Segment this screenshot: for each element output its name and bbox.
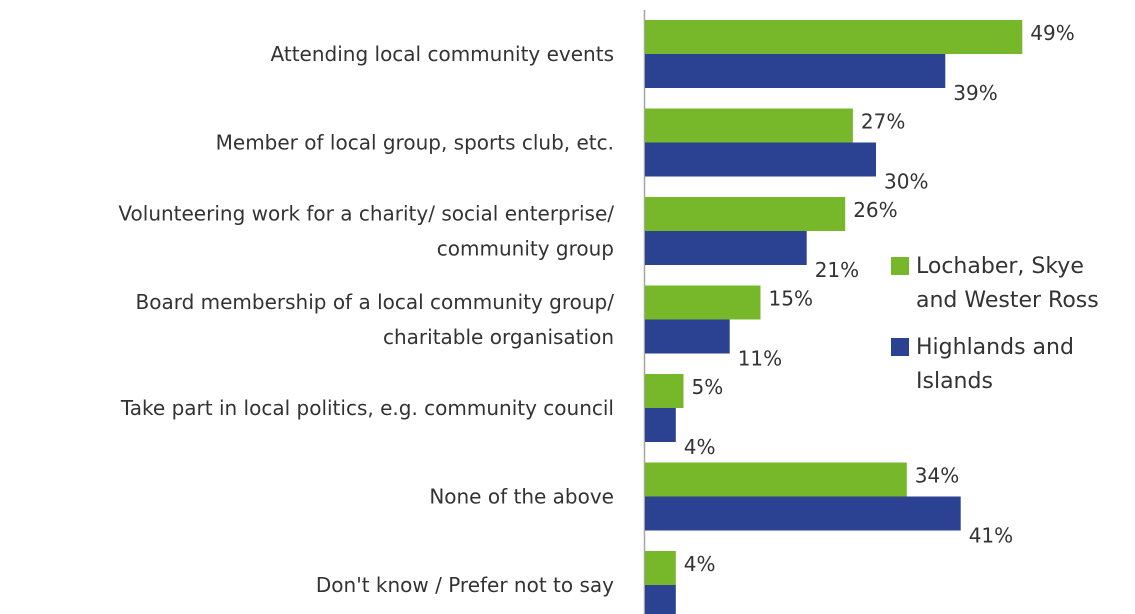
category-label: Don't know / Prefer not to say bbox=[316, 573, 614, 597]
category-labels: Attending local community events Member o… bbox=[118, 42, 614, 597]
value-label: 4% bbox=[684, 552, 716, 576]
bar-lochaber-0 bbox=[645, 20, 1022, 54]
bar-lochaber-1 bbox=[645, 109, 853, 143]
bar-lochaber-2 bbox=[645, 197, 845, 231]
legend-label: Lochaber, Skye bbox=[916, 254, 1084, 279]
value-label: 26% bbox=[853, 198, 897, 222]
bar-highlands-0 bbox=[645, 54, 945, 88]
value-label: 15% bbox=[769, 287, 813, 311]
bar-highlands-5 bbox=[645, 497, 961, 531]
bar-lochaber-6 bbox=[645, 551, 676, 585]
bar-highlands-1 bbox=[645, 143, 876, 177]
legend: Lochaber, Skye and Wester Ross Highlands a… bbox=[891, 254, 1099, 394]
value-label: 27% bbox=[861, 110, 905, 134]
category-label: Attending local community events bbox=[271, 42, 614, 66]
value-label: 39% bbox=[953, 81, 997, 105]
bar-lochaber-3 bbox=[645, 286, 761, 320]
value-label: 5% bbox=[692, 375, 724, 399]
legend-label: Islands bbox=[916, 369, 993, 394]
bar-lochaber-5 bbox=[645, 463, 907, 497]
bars bbox=[645, 20, 1022, 614]
category-label: Member of local group, sports club, etc. bbox=[216, 131, 614, 155]
value-label: 49% bbox=[1030, 21, 1074, 45]
bar-lochaber-4 bbox=[645, 374, 684, 408]
category-label: community group bbox=[437, 237, 614, 261]
bar-highlands-3 bbox=[645, 320, 730, 354]
legend-swatch-highlands bbox=[891, 338, 909, 356]
category-label: Volunteering work for a charity/ social … bbox=[118, 202, 614, 226]
category-label: Take part in local politics, e.g. commun… bbox=[120, 396, 614, 420]
bar-highlands-6 bbox=[645, 585, 676, 614]
bar-highlands-2 bbox=[645, 231, 807, 265]
value-label: 30% bbox=[884, 170, 928, 194]
category-label: charitable organisation bbox=[383, 325, 614, 349]
legend-label: Highlands and bbox=[916, 335, 1074, 360]
legend-label: and Wester Ross bbox=[916, 288, 1099, 313]
value-label: 41% bbox=[969, 524, 1013, 548]
category-label: Board membership of a local community gr… bbox=[135, 290, 614, 314]
bar-highlands-4 bbox=[645, 408, 676, 442]
value-label: 4% bbox=[684, 435, 716, 459]
category-label: None of the above bbox=[429, 485, 614, 509]
value-label: 21% bbox=[815, 258, 859, 282]
value-label: 11% bbox=[738, 347, 782, 371]
legend-swatch-lochaber bbox=[891, 257, 909, 275]
value-label: 34% bbox=[915, 464, 959, 488]
